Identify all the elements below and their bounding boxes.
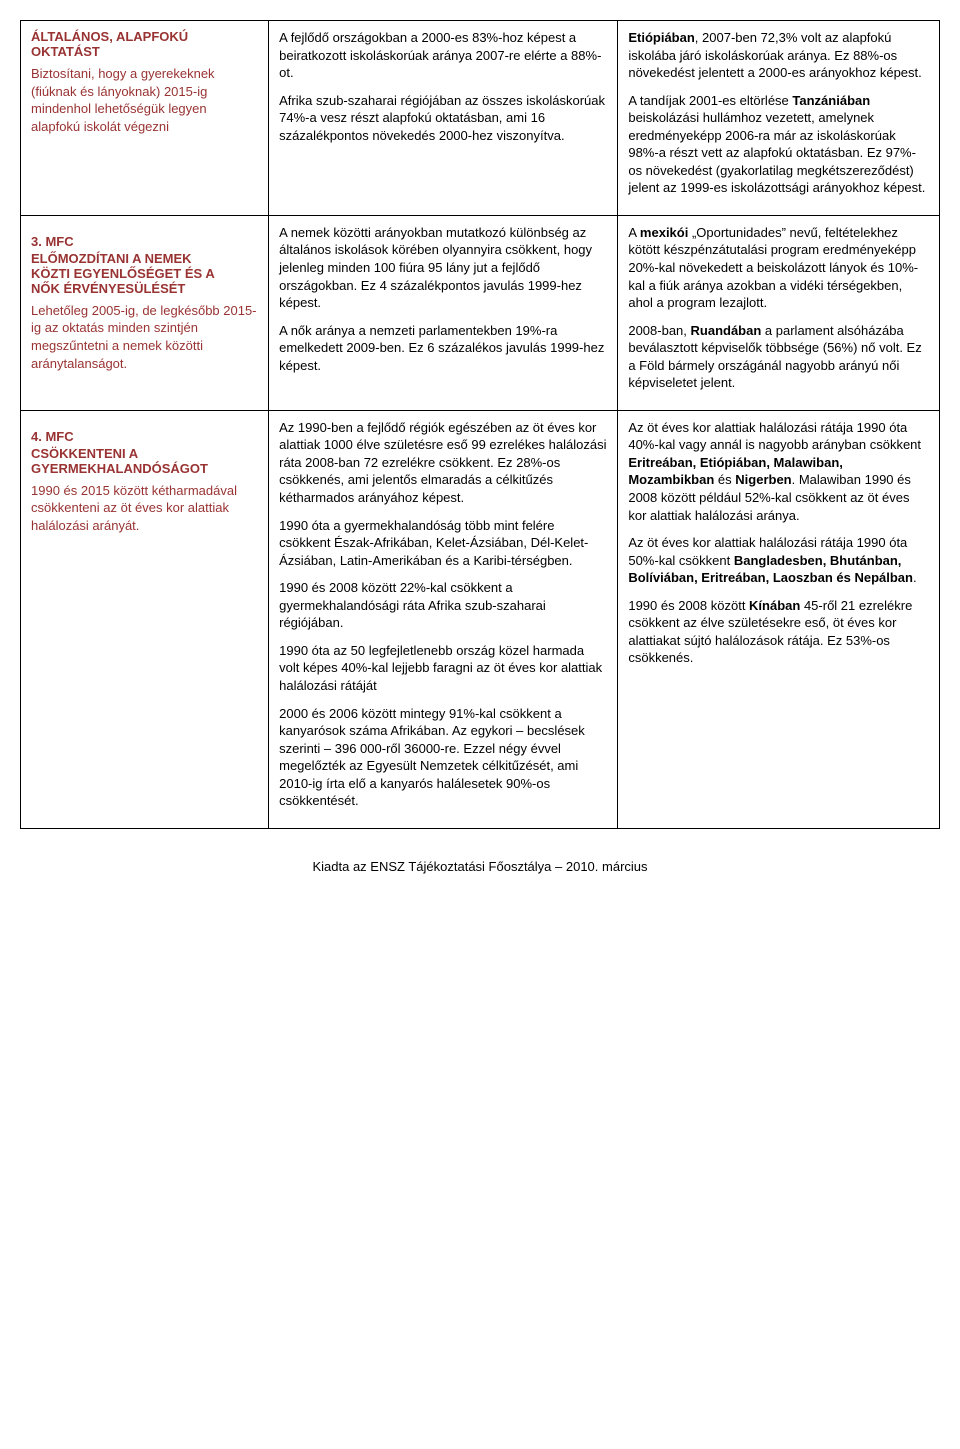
example-paragraph: Az öt éves kor alattiak halálozási rátáj… — [628, 534, 929, 587]
goal-cell: 3. MFC ELŐMOZDÍTANI A NEMEKKÖZTI EGYENLŐS… — [21, 215, 269, 410]
goal-cell: 4. MFC CSÖKKENTENI AGYERMEKHALANDÓSÁGOT 19… — [21, 410, 269, 828]
example-cell: Az öt éves kor alattiak halálozási rátáj… — [618, 410, 940, 828]
goal-title: ELŐMOZDÍTANI A NEMEKKÖZTI EGYENLŐSÉGET É… — [31, 251, 258, 296]
table-body: ÁLTALÁNOS, ALAPFOKÚOKTATÁST Biztosítani, … — [21, 21, 940, 829]
progress-paragraph: 1990 óta a gyermekhalandóság több mint f… — [279, 517, 607, 570]
goal-cell: ÁLTALÁNOS, ALAPFOKÚOKTATÁST Biztosítani, … — [21, 21, 269, 216]
table-row: ÁLTALÁNOS, ALAPFOKÚOKTATÁST Biztosítani, … — [21, 21, 940, 216]
goal-description: Lehetőleg 2005-ig, de legkésőbb 2015-ig … — [31, 302, 258, 372]
mdg-table: ÁLTALÁNOS, ALAPFOKÚOKTATÁST Biztosítani, … — [20, 20, 940, 829]
progress-paragraph: 2000 és 2006 között mintegy 91%-kal csök… — [279, 705, 607, 810]
progress-cell: Az 1990-ben a fejlődő régiók egészében a… — [269, 410, 618, 828]
goal-title: ÁLTALÁNOS, ALAPFOKÚOKTATÁST — [31, 29, 258, 59]
progress-paragraph: Az 1990-ben a fejlődő régiók egészében a… — [279, 419, 607, 507]
mfc-label: 4. MFC — [31, 429, 258, 444]
goal-title: CSÖKKENTENI AGYERMEKHALANDÓSÁGOT — [31, 446, 258, 476]
mfc-label: 3. MFC — [31, 234, 258, 249]
goal-description: 1990 és 2015 között kétharmadával csökke… — [31, 482, 258, 535]
example-paragraph: A mexikói „Oportunidades” nevű, feltétel… — [628, 224, 929, 312]
example-cell: Etiópiában, 2007-ben 72,3% volt az alapf… — [618, 21, 940, 216]
example-paragraph: Etiópiában, 2007-ben 72,3% volt az alapf… — [628, 29, 929, 82]
progress-paragraph: A fejlődő országokban a 2000-es 83%-hoz … — [279, 29, 607, 82]
progress-paragraph: 1990 óta az 50 legfejletlenebb ország kö… — [279, 642, 607, 695]
progress-cell: A fejlődő országokban a 2000-es 83%-hoz … — [269, 21, 618, 216]
example-cell: A mexikói „Oportunidades” nevű, feltétel… — [618, 215, 940, 410]
example-paragraph: A tandíjak 2001-es eltörlése Tanzániában… — [628, 92, 929, 197]
goal-description: Biztosítani, hogy a gyerekeknek (fiúknak… — [31, 65, 258, 135]
table-row: 4. MFC CSÖKKENTENI AGYERMEKHALANDÓSÁGOT 19… — [21, 410, 940, 828]
table-row: 3. MFC ELŐMOZDÍTANI A NEMEKKÖZTI EGYENLŐS… — [21, 215, 940, 410]
example-paragraph: 1990 és 2008 között Kínában 45-ről 21 ez… — [628, 597, 929, 667]
progress-paragraph: A nemek közötti arányokban mutatkozó kül… — [279, 224, 607, 312]
progress-cell: A nemek közötti arányokban mutatkozó kül… — [269, 215, 618, 410]
progress-paragraph: 1990 és 2008 között 22%-kal csökkent a g… — [279, 579, 607, 632]
example-paragraph: Az öt éves kor alattiak halálozási rátáj… — [628, 419, 929, 524]
progress-paragraph: A nők aránya a nemzeti parlamentekben 19… — [279, 322, 607, 375]
example-paragraph: 2008-ban, Ruandában a parlament alsóházá… — [628, 322, 929, 392]
footer: Kiadta az ENSZ Tájékoztatási Főosztálya … — [20, 859, 940, 874]
progress-paragraph: Afrika szub-szaharai régiójában az össze… — [279, 92, 607, 145]
